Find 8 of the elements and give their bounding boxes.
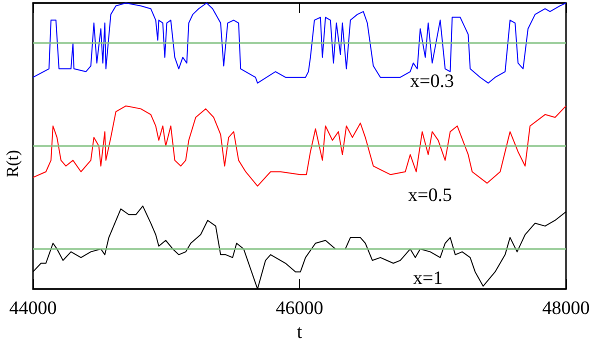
x-axis-title: t [296,322,303,343]
series-label: x=0.3 [410,71,454,92]
x-tick-label: 44000 [9,298,57,319]
series-label: x=0.5 [408,185,452,206]
series-label: x=1 [413,268,443,289]
y-axis-title: R(t) [3,150,22,178]
x-tick-label: 46000 [276,298,324,319]
x-tick-label: 48000 [542,298,590,319]
